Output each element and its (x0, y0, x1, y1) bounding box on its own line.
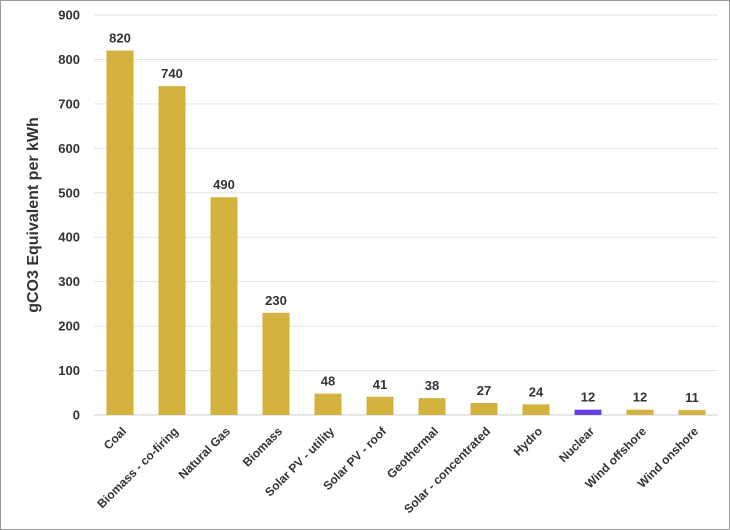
y-tick-label: 800 (58, 52, 80, 67)
data-label: 740 (161, 66, 183, 81)
data-label: 11 (685, 390, 699, 405)
data-label: 820 (109, 31, 131, 46)
data-label: 12 (633, 390, 647, 405)
bar (522, 404, 550, 415)
bar (314, 393, 342, 415)
bar (574, 409, 602, 415)
x-tick-label: Hydro (511, 424, 545, 458)
x-tick-label: Solar - concentrated (401, 424, 493, 516)
bar (158, 86, 186, 415)
data-label: 41 (373, 377, 387, 392)
data-label: 230 (265, 293, 287, 308)
y-tick-label: 700 (58, 96, 80, 111)
bar (418, 398, 446, 415)
y-tick-label: 900 (58, 8, 80, 23)
bar (678, 410, 706, 415)
y-tick-label: 200 (58, 319, 80, 334)
x-tick-label: Geothermal (384, 424, 441, 481)
bar (626, 409, 654, 415)
data-label: 24 (529, 384, 544, 399)
bars (106, 50, 706, 416)
y-tick-label: 0 (73, 408, 80, 423)
x-tick-label: Nuclear (556, 424, 597, 465)
x-tick-label: Natural Gas (176, 424, 234, 482)
data-label: 12 (581, 390, 595, 405)
y-tick-label: 500 (58, 185, 80, 200)
gridlines (94, 14, 718, 416)
y-tick-label: 400 (58, 230, 80, 245)
y-tick-label: 600 (58, 141, 80, 156)
data-label: 27 (477, 383, 491, 398)
bar (210, 197, 238, 415)
data-label: 490 (213, 177, 235, 192)
y-tick-label: 300 (58, 274, 80, 289)
data-label: 38 (425, 378, 439, 393)
bar (366, 396, 394, 415)
data-label: 48 (321, 374, 335, 389)
y-axis: 0 100 200 300 400 500 600 700 800 900 (58, 8, 80, 423)
bar (470, 403, 498, 415)
bar (262, 312, 290, 415)
bar (106, 50, 134, 416)
y-tick-label: 100 (58, 363, 80, 378)
x-tick-label: Coal (101, 424, 129, 452)
y-axis-label: gCO3 Equivalent per kWh (25, 117, 42, 313)
data-labels: 820 740 490 230 48 41 38 27 24 12 12 11 (109, 31, 699, 406)
x-tick-label: Biomass (240, 424, 286, 470)
